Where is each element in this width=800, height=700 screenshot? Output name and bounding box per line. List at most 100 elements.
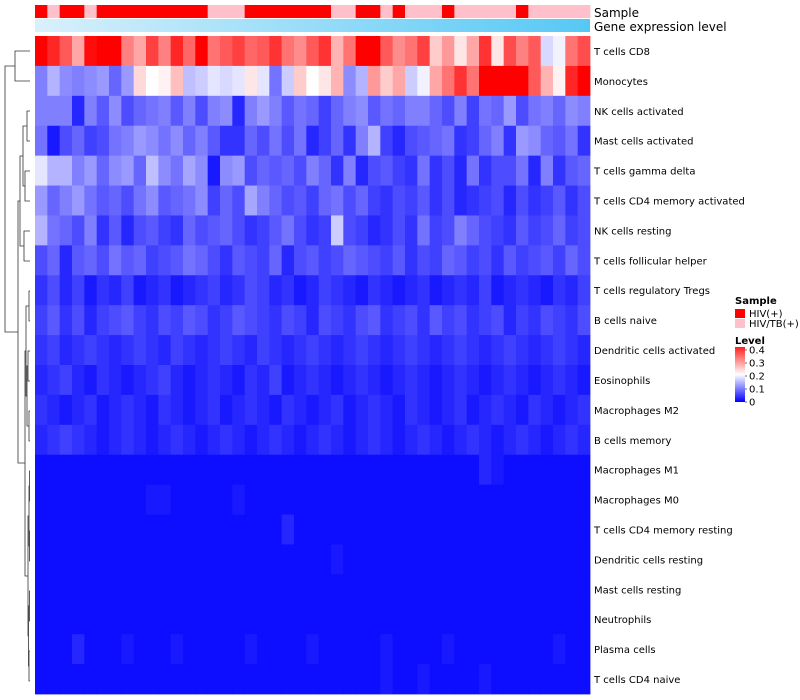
heatmap-cell [294, 454, 307, 486]
heatmap-cell [220, 514, 233, 545]
heatmap-cell [466, 95, 480, 127]
heatmap-cell [183, 514, 196, 545]
heatmap-cell [294, 305, 307, 336]
heatmap-cell [281, 125, 295, 157]
heatmap-cell [281, 664, 295, 695]
sample-annotation-track [35, 5, 591, 18]
heatmap-cell [405, 544, 418, 575]
heatmap-cell [331, 155, 344, 186]
heatmap-cell [503, 454, 517, 486]
heatmap-cell [183, 454, 196, 486]
heatmap-cell [405, 185, 418, 216]
heatmap-cell [72, 36, 85, 67]
heatmap-cell [405, 664, 418, 695]
dendrogram-branch [29, 470, 30, 502]
heatmap-cell [380, 454, 394, 486]
heatmap-cell [491, 275, 505, 306]
heatmap-cell [553, 185, 566, 216]
heatmap-cell [183, 36, 196, 67]
heatmap-cell [368, 664, 381, 695]
heatmap-cell [577, 65, 591, 97]
heatmap-cell [392, 634, 406, 665]
heatmap-cell [503, 365, 517, 396]
heatmap-cell [491, 155, 505, 186]
heatmap-cell [331, 335, 344, 366]
heatmap-cell [331, 574, 344, 605]
heatmap-cell [491, 544, 505, 575]
heatmap-cell [47, 245, 61, 276]
heatmap-cell [540, 454, 554, 486]
heatmap-cell [269, 394, 283, 426]
heatmap-cell [170, 514, 184, 545]
heatmap-cell [331, 185, 344, 216]
heatmap-cell [220, 185, 233, 216]
heatmap-cell [121, 36, 135, 67]
heatmap-cell [207, 65, 221, 97]
heatmap-cell [479, 664, 492, 695]
heatmap-cell [59, 664, 73, 695]
heatmap-cell [577, 275, 591, 306]
heatmap-cell [540, 634, 554, 665]
heatmap-cell [72, 544, 85, 575]
heatmap-cell [392, 335, 406, 366]
heatmap-cell [466, 484, 480, 515]
heatmap-cell [331, 484, 344, 515]
heatmap-cell [269, 36, 283, 67]
heatmap-cell [318, 125, 332, 157]
heatmap-cell [121, 335, 135, 366]
heatmap-cell [195, 424, 209, 456]
heatmap-cell [528, 185, 542, 216]
heatmap-cell [343, 305, 357, 336]
heatmap-cell [121, 365, 135, 396]
heatmap-cell [306, 185, 320, 216]
heatmap-cell [146, 155, 159, 186]
heatmap-cell [195, 185, 209, 216]
heatmap-cell [220, 574, 233, 605]
heatmap-cell [72, 185, 85, 216]
heatmap-cell [380, 95, 394, 127]
heatmap-cell [355, 125, 369, 157]
heatmap-cell [368, 36, 381, 67]
heatmap-cell [84, 604, 98, 635]
heatmap-cell [442, 574, 455, 605]
heatmap-cell [528, 394, 542, 426]
heatmap-cell [380, 245, 394, 276]
heatmap-cell [133, 365, 147, 396]
heatmap-cell [35, 305, 48, 336]
heatmap-cell [577, 634, 591, 665]
heatmap-cell [479, 574, 492, 605]
heatmap-cell [318, 634, 332, 665]
heatmap-cell [109, 664, 122, 695]
heatmap-cell [491, 215, 505, 246]
heatmap-cell [466, 185, 480, 216]
heatmap-cell [417, 185, 431, 216]
heatmap-cell [528, 604, 542, 635]
heatmap-cell [109, 185, 122, 216]
heatmap-cell [158, 574, 172, 605]
heatmap-cell [429, 36, 443, 67]
heatmap-cell [281, 95, 295, 127]
heatmap-cell [207, 664, 221, 695]
heatmap-cell [158, 155, 172, 186]
heatmap-cell [133, 305, 147, 336]
heatmap-cell [195, 664, 209, 695]
heatmap-cell [281, 484, 295, 515]
heatmap-cell [133, 574, 147, 605]
heatmap-cell [528, 484, 542, 515]
heatmap-cell [479, 155, 492, 186]
heatmap-cell [405, 394, 418, 426]
heatmap-cell [429, 394, 443, 426]
heatmap-cell [553, 424, 566, 456]
row-label: Macrophages M1 [594, 466, 679, 477]
heatmap-cell [417, 634, 431, 665]
heatmap-cell [503, 394, 517, 426]
heatmap-cell [109, 365, 122, 396]
heatmap-cell [380, 604, 394, 635]
heatmap-cell [47, 604, 61, 635]
heatmap-cell [318, 604, 332, 635]
heatmap-cell [170, 215, 184, 246]
heatmap-cell [109, 604, 122, 635]
heatmap-cell [528, 574, 542, 605]
heatmap-cell [146, 65, 159, 97]
heatmap-cell [454, 365, 468, 396]
